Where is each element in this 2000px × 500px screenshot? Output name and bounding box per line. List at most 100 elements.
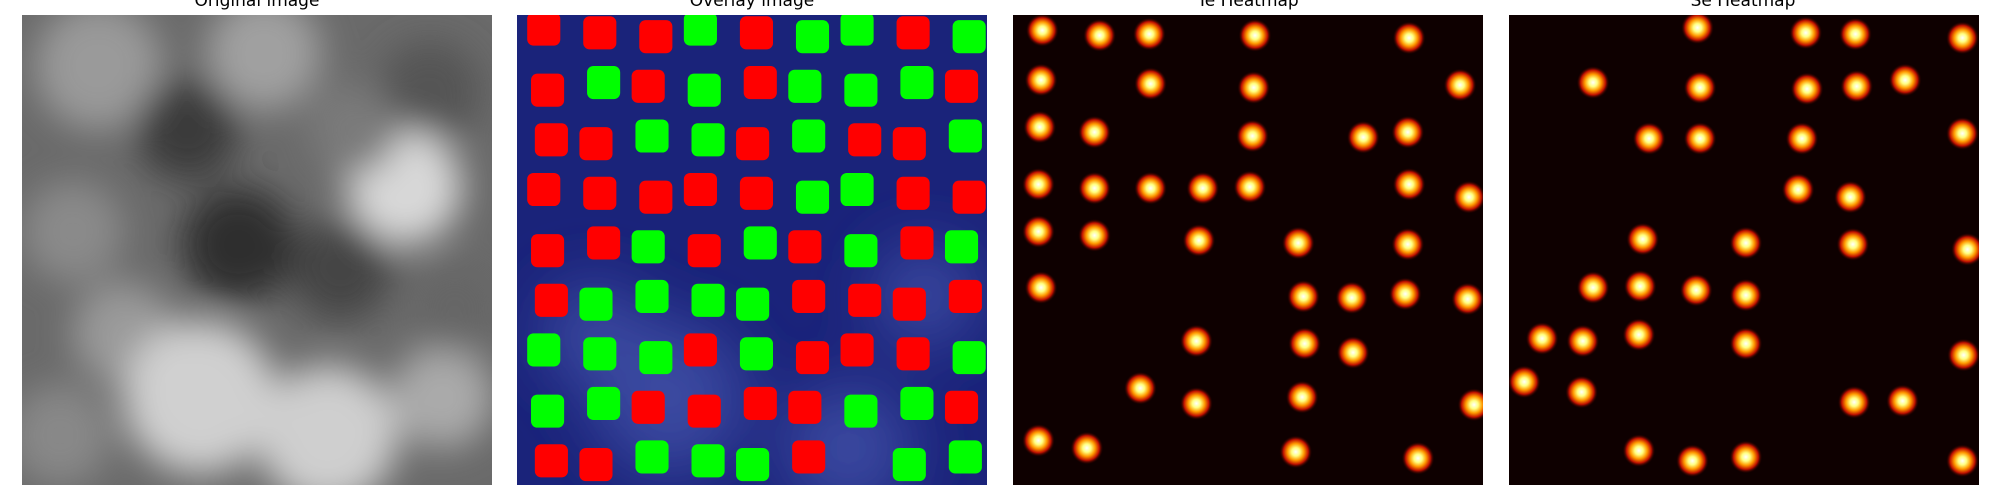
hotspot — [1781, 172, 1815, 207]
marker — [639, 341, 673, 375]
marker — [534, 444, 568, 478]
hotspot — [1288, 327, 1322, 361]
hotspot — [1789, 16, 1823, 50]
marker — [691, 283, 725, 317]
hotspot — [1281, 226, 1315, 260]
hotspot — [1279, 435, 1313, 469]
marker — [952, 20, 986, 54]
marker — [792, 119, 826, 153]
hotspot — [1509, 365, 1541, 399]
hotspot — [1683, 71, 1717, 105]
hotspot — [1945, 116, 1979, 151]
blob — [378, 40, 481, 143]
panel-title: Te Heatmap — [1196, 0, 1298, 11]
hotspot — [1452, 180, 1483, 214]
hotspot — [1025, 15, 1059, 47]
marker — [896, 16, 930, 50]
marker — [527, 15, 561, 46]
marker — [944, 69, 979, 103]
hotspot — [1083, 18, 1117, 52]
marker — [687, 73, 721, 107]
marker — [848, 123, 882, 157]
marker — [687, 394, 721, 428]
hotspot — [1451, 282, 1483, 316]
te-heatmap — [1013, 15, 1483, 485]
marker — [631, 230, 665, 264]
hotspot — [1285, 380, 1319, 414]
marker — [683, 333, 717, 367]
marker — [683, 172, 717, 207]
marker — [795, 341, 830, 375]
hotspot — [1179, 386, 1213, 421]
hotspot — [1632, 121, 1666, 156]
hotspot — [1888, 63, 1922, 97]
hotspot — [1950, 232, 1979, 266]
marker — [948, 119, 982, 153]
hotspot — [1945, 444, 1979, 478]
marker — [639, 180, 673, 214]
marker — [736, 127, 770, 161]
hotspot — [1838, 17, 1873, 51]
marker — [840, 172, 874, 207]
hotspot — [1729, 440, 1763, 474]
blob — [22, 384, 112, 485]
hotspot — [1622, 434, 1656, 468]
marker — [587, 386, 621, 421]
marker — [743, 226, 777, 260]
hotspot — [1836, 227, 1870, 261]
marker — [635, 119, 669, 153]
hotspot — [1947, 338, 1979, 372]
se-heatmap — [1509, 15, 1979, 485]
marker — [844, 234, 878, 268]
blob — [22, 180, 124, 283]
panel-title: Se Heatmap — [1691, 0, 1796, 11]
hotspot — [1840, 69, 1874, 103]
blob — [257, 365, 398, 485]
hotspot — [1134, 171, 1168, 205]
hotspot — [1401, 441, 1435, 475]
marker — [579, 448, 613, 482]
hotspot — [1024, 271, 1058, 305]
marker — [739, 176, 774, 210]
original-image — [22, 15, 492, 485]
marker — [635, 440, 669, 474]
marker — [844, 394, 878, 428]
hotspot — [1021, 423, 1056, 457]
hotspot — [1186, 171, 1220, 205]
marker — [952, 341, 986, 375]
marker — [944, 230, 979, 264]
blob — [136, 78, 239, 181]
hotspot — [1391, 115, 1425, 149]
marker — [583, 176, 617, 210]
hotspot — [1336, 335, 1370, 370]
marker — [896, 176, 930, 210]
hotspot — [1683, 121, 1717, 156]
marker — [687, 234, 721, 268]
marker — [691, 123, 725, 157]
hotspot — [1233, 170, 1267, 204]
marker — [534, 283, 568, 317]
hotspot — [1132, 17, 1166, 51]
blob — [410, 263, 492, 353]
marker — [691, 444, 725, 478]
marker — [639, 20, 673, 54]
marker — [527, 172, 561, 207]
hotspot — [1077, 115, 1112, 149]
hotspot — [1179, 324, 1213, 358]
hotspot — [1675, 444, 1709, 478]
marker — [795, 20, 830, 54]
hotspot — [1123, 371, 1157, 405]
hotspot — [1525, 321, 1559, 356]
marker — [683, 15, 717, 46]
overlay-image — [517, 15, 987, 485]
marker — [531, 73, 565, 107]
hotspot — [1134, 67, 1168, 101]
hotspot — [1237, 71, 1271, 105]
hotspot — [1077, 171, 1112, 205]
hotspot — [1286, 279, 1320, 314]
blob — [181, 186, 296, 302]
blob — [123, 320, 277, 474]
hotspot — [1182, 223, 1216, 258]
blob — [289, 218, 392, 321]
